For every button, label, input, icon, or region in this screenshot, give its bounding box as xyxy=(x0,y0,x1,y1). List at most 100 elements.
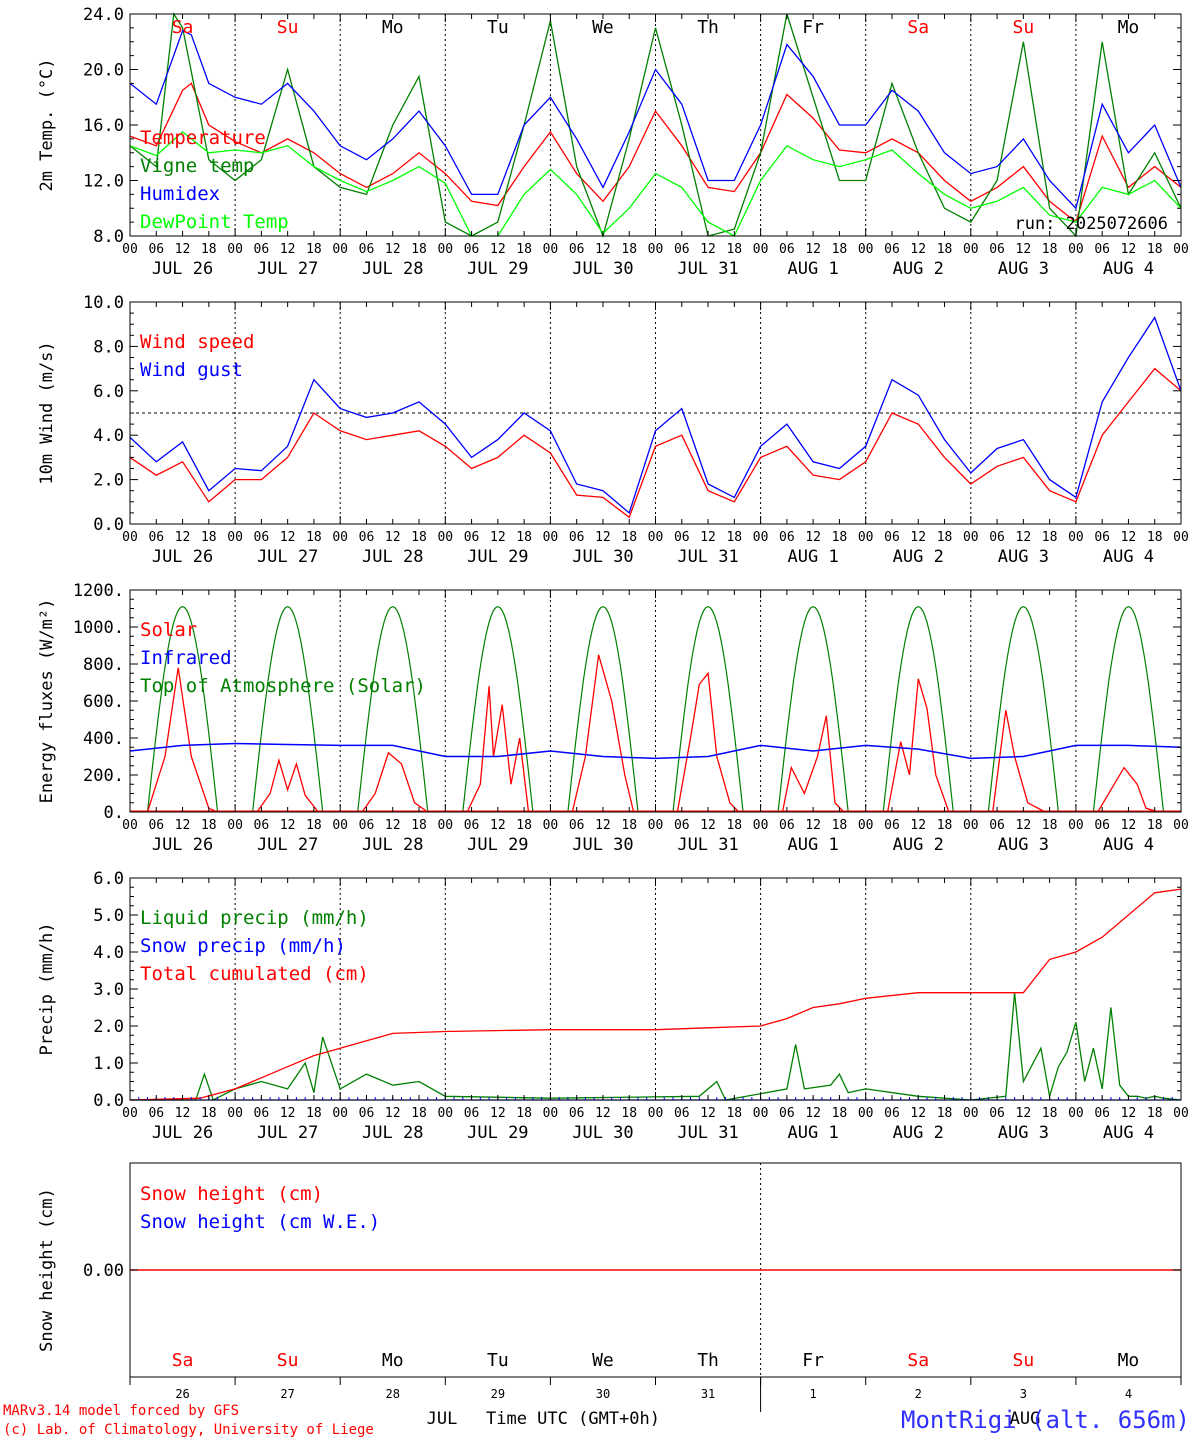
hour-tick-label: 18 xyxy=(306,242,322,257)
hour-tick-label: 06 xyxy=(779,818,795,833)
weekday-label: Su xyxy=(277,17,299,38)
hour-tick-label: 18 xyxy=(516,818,532,833)
weekday-label: Fr xyxy=(802,17,824,38)
hour-tick-label: 06 xyxy=(148,818,164,833)
y-tick-label: 0. xyxy=(104,803,124,823)
series-solar xyxy=(146,667,218,813)
y-tick-label: 24.0 xyxy=(83,5,124,25)
hour-tick-label: 00 xyxy=(963,530,979,545)
hour-tick-label: 12 xyxy=(910,530,926,545)
hour-tick-label: 12 xyxy=(280,242,296,257)
hour-tick-label: 12 xyxy=(595,1106,611,1121)
hour-tick-label: 12 xyxy=(805,818,821,833)
date-label: AUG 3 xyxy=(998,1123,1049,1143)
hour-tick-label: 00 xyxy=(437,1106,453,1121)
hour-tick-label: 00 xyxy=(332,1106,348,1121)
series-vigne-temp xyxy=(129,12,1182,239)
hour-tick-label: 12 xyxy=(280,1106,296,1121)
y-tick-label: 10.0 xyxy=(83,293,124,313)
date-label: JUL 27 xyxy=(257,259,318,279)
hour-tick-label: 18 xyxy=(1042,1106,1058,1121)
hour-tick-label: 18 xyxy=(832,530,848,545)
hour-tick-label: 00 xyxy=(1173,530,1189,545)
hour-tick-label: 06 xyxy=(148,1106,164,1121)
hour-tick-label: 18 xyxy=(201,818,217,833)
hour-tick-label: 12 xyxy=(700,530,716,545)
date-label: AUG 2 xyxy=(893,1123,944,1143)
hour-tick-label: 06 xyxy=(884,818,900,833)
y-tick-label: 2.0 xyxy=(93,1017,124,1037)
hour-tick-label: 12 xyxy=(490,242,506,257)
hour-tick-label: 18 xyxy=(411,530,427,545)
hour-tick-label: 00 xyxy=(437,530,453,545)
date-label: JUL 31 xyxy=(677,835,738,855)
hour-tick-label: 06 xyxy=(148,242,164,257)
legend-entry: Top of Atmosphere (Solar) xyxy=(140,675,426,697)
hour-tick-label: 12 xyxy=(490,1106,506,1121)
hour-tick-label: 18 xyxy=(201,530,217,545)
date-label: AUG 1 xyxy=(788,259,839,279)
legend-entry: Wind speed xyxy=(140,331,254,353)
hour-tick-label: 18 xyxy=(726,242,742,257)
y-axis-label: Energy fluxes (W/m²) xyxy=(37,599,57,804)
hour-tick-label: 06 xyxy=(464,818,480,833)
hour-tick-label: 18 xyxy=(306,530,322,545)
series-solar xyxy=(1097,766,1160,813)
month-label-left: JUL xyxy=(427,1409,458,1429)
hour-tick-label: 18 xyxy=(1042,530,1058,545)
hour-tick-label: 12 xyxy=(910,242,926,257)
hour-tick-label: 18 xyxy=(621,1106,637,1121)
hour-tick-label: 00 xyxy=(332,242,348,257)
hour-tick-label: 00 xyxy=(753,1106,769,1121)
hour-tick-label: 00 xyxy=(753,242,769,257)
y-tick-label: 200. xyxy=(83,766,124,786)
hour-tick-label: 06 xyxy=(148,530,164,545)
hour-tick-label: 18 xyxy=(621,242,637,257)
hour-tick-label: 18 xyxy=(621,818,637,833)
day-number-label: 4 xyxy=(1125,1387,1132,1401)
series-infrared xyxy=(129,742,1182,760)
hour-tick-label: 18 xyxy=(1147,530,1163,545)
hour-tick-label: 00 xyxy=(1068,818,1084,833)
hour-tick-label: 06 xyxy=(464,1106,480,1121)
date-label: JUL 29 xyxy=(467,547,528,567)
hour-tick-label: 06 xyxy=(674,1106,690,1121)
y-tick-label: 0.00 xyxy=(83,1261,124,1281)
y-tick-label: 0.0 xyxy=(93,515,124,535)
y-tick-label: 20.0 xyxy=(83,61,124,81)
hour-tick-label: 18 xyxy=(832,242,848,257)
hour-tick-label: 00 xyxy=(1068,1106,1084,1121)
model-credit: MARv3.14 model forced by GFS xyxy=(3,1403,239,1419)
day-number-label: 3 xyxy=(1020,1387,1027,1401)
hour-tick-label: 06 xyxy=(569,818,585,833)
series-solar xyxy=(992,710,1046,813)
hour-tick-label: 00 xyxy=(227,530,243,545)
date-label: JUL 26 xyxy=(152,1123,213,1143)
hour-tick-label: 00 xyxy=(963,242,979,257)
hour-tick-label: 18 xyxy=(411,1106,427,1121)
hour-tick-label: 12 xyxy=(385,1106,401,1121)
date-label: AUG 2 xyxy=(893,835,944,855)
hour-tick-label: 18 xyxy=(1147,242,1163,257)
legend-entry: Snow height (cm) xyxy=(140,1183,323,1205)
time-axis-label: Time UTC (GMT+0h) xyxy=(486,1409,660,1429)
y-tick-label: 1.0 xyxy=(93,1054,124,1074)
date-label: AUG 4 xyxy=(1103,547,1154,567)
date-label: AUG 3 xyxy=(998,547,1049,567)
hour-tick-label: 00 xyxy=(963,1106,979,1121)
date-label: AUG 1 xyxy=(788,1123,839,1143)
hour-tick-label: 18 xyxy=(1042,242,1058,257)
hour-tick-label: 00 xyxy=(963,818,979,833)
hour-tick-label: 12 xyxy=(805,530,821,545)
hour-tick-label: 00 xyxy=(858,1106,874,1121)
hour-tick-label: 18 xyxy=(726,1106,742,1121)
day-number-label: 27 xyxy=(280,1387,294,1401)
hour-tick-label: 06 xyxy=(254,242,270,257)
legend-entry: Solar xyxy=(140,619,197,641)
day-number-label: 31 xyxy=(701,1387,715,1401)
date-label: JUL 28 xyxy=(362,1123,423,1143)
hour-tick-label: 06 xyxy=(779,1106,795,1121)
date-label: AUG 3 xyxy=(998,835,1049,855)
hour-tick-label: 00 xyxy=(227,1106,243,1121)
series-humidex xyxy=(129,29,1182,210)
